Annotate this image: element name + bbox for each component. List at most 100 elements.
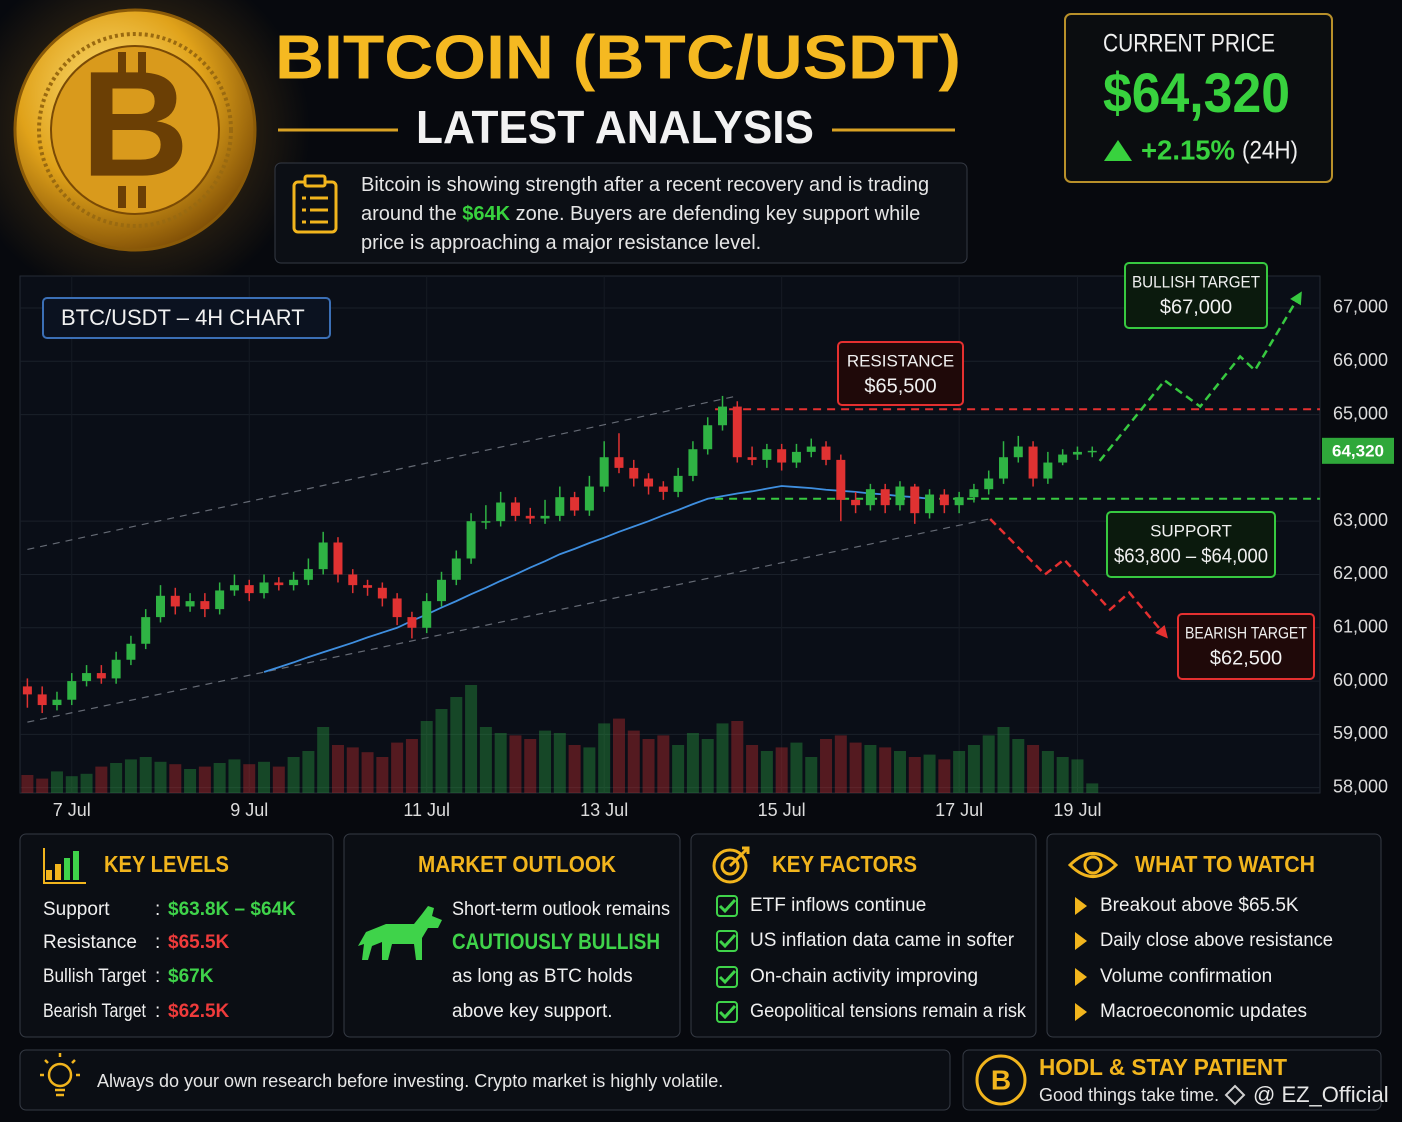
volume-bar	[258, 761, 271, 793]
factor-item: ETF inflows continue	[750, 895, 926, 916]
candle-body	[333, 542, 343, 575]
candle-body	[777, 449, 787, 463]
volume-bar	[967, 745, 980, 793]
volume-bar	[198, 766, 211, 793]
y-tick-label: 67,000	[1333, 297, 1388, 317]
candle-body	[22, 686, 32, 695]
volume-bar	[1071, 759, 1084, 793]
description-line: around the $64K zone. Buyers are defendi…	[361, 203, 920, 225]
candle-body	[925, 494, 935, 514]
candle-body	[259, 582, 269, 594]
y-tick-label: 61,000	[1333, 617, 1388, 637]
description-line: Bitcoin is showing strength after a rece…	[361, 174, 929, 196]
description-line: price is approaching a major resistance …	[361, 232, 761, 254]
bulb	[47, 1062, 73, 1088]
volume-bar	[1056, 757, 1069, 793]
annotation-value: $62,500	[1210, 647, 1282, 669]
coin-bar	[118, 186, 126, 208]
check-mark	[718, 969, 737, 985]
motto: HODL & STAY PATIENT	[1039, 1054, 1287, 1080]
volume-bar	[879, 747, 892, 793]
x-tick-label: 19 Jul	[1053, 800, 1101, 820]
candle-body	[629, 467, 639, 479]
candle-body	[200, 601, 210, 610]
volume-bar	[228, 759, 241, 793]
candle-body	[614, 457, 624, 468]
candle-body	[895, 486, 905, 506]
coin-rim	[37, 32, 233, 228]
volume-bar	[997, 727, 1010, 793]
up-triangle	[1104, 140, 1132, 161]
volume-bar	[893, 751, 906, 793]
volume-bar	[302, 751, 315, 793]
candle-body	[274, 582, 284, 586]
level-separator: :	[155, 932, 160, 953]
volume-bar	[686, 733, 699, 793]
annotation-box	[837, 341, 964, 406]
outlook-highlight: CAUTIOUSLY BULLISH	[452, 929, 660, 954]
coin-symbol: B	[81, 40, 189, 208]
candle-body	[1072, 451, 1082, 455]
candle-body	[289, 579, 299, 586]
volume-bar	[154, 761, 167, 793]
bulb-rays	[40, 1053, 80, 1097]
check-box	[716, 1001, 738, 1023]
volume-bar	[331, 745, 344, 793]
volume-bar	[553, 733, 566, 793]
level-value: $63.8K – $64K	[168, 899, 296, 920]
volume-bar	[124, 759, 137, 793]
description-box	[274, 162, 968, 264]
volume-bar	[391, 742, 404, 793]
volume-bar	[465, 685, 478, 793]
candle-body	[969, 489, 979, 498]
volume-bar	[598, 723, 611, 793]
check-box	[716, 930, 738, 952]
x-tick-label: 17 Jul	[935, 800, 983, 820]
candle-body	[244, 585, 254, 594]
annotation-box	[1124, 262, 1268, 329]
candle-body	[437, 579, 447, 602]
volume-bar	[450, 697, 463, 793]
level-label: Support	[43, 899, 110, 920]
candle-body	[984, 478, 994, 490]
clipboard-icon	[302, 196, 328, 224]
description-text: around the	[361, 203, 462, 225]
check-box	[716, 895, 738, 917]
annotation-value: $67,000	[1160, 296, 1232, 318]
icon-bar	[46, 870, 52, 880]
volume-bar	[95, 766, 108, 793]
y-tick-label: 60,000	[1333, 670, 1388, 690]
annotation-value: $63,800 – $64,000	[1114, 545, 1268, 567]
price-change: +2.15%	[1141, 134, 1235, 165]
candle-body	[318, 542, 328, 570]
icon-bar	[55, 864, 61, 880]
x-tick-label: 11 Jul	[403, 800, 450, 820]
volume-bar	[494, 733, 507, 793]
watch-item: Volume confirmation	[1100, 966, 1272, 987]
level-value: $62.5K	[168, 1001, 230, 1022]
candle-body	[407, 617, 417, 628]
bullet-arrow	[1075, 897, 1087, 915]
coin-bar	[118, 52, 126, 74]
candle-body	[851, 499, 861, 506]
coin-bar	[138, 52, 146, 74]
annotation-box	[1177, 613, 1315, 680]
volume-bar	[420, 721, 433, 793]
outlook-line: above key support.	[452, 1001, 613, 1022]
coin-face	[50, 45, 220, 215]
candle-body	[377, 587, 387, 599]
candle-body	[644, 478, 654, 487]
volume-bar	[50, 771, 63, 793]
volume-bar	[820, 739, 833, 793]
chart-title: BTC/USDT – 4H CHART	[61, 305, 305, 330]
chart-frame	[19, 275, 1321, 794]
watch-item: Breakout above $65.5K	[1100, 895, 1299, 916]
volume-bar	[21, 775, 34, 793]
candle-body	[703, 425, 713, 450]
footer-box	[962, 1049, 1382, 1111]
watch-item: Macroeconomic updates	[1100, 1001, 1307, 1022]
description-text: Bitcoin is showing strength after a rece…	[361, 174, 929, 196]
candle-body	[836, 459, 846, 500]
volume-bar	[346, 747, 359, 793]
